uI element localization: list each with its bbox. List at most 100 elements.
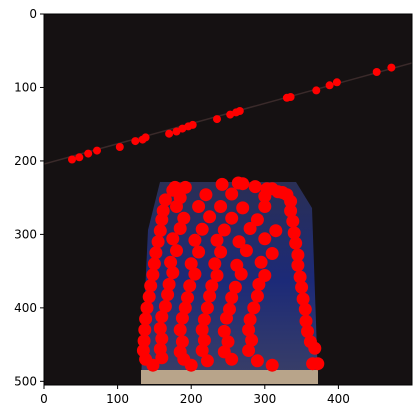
y-axis: 0 100 200 300 400 500 [14,7,44,388]
scatter-point [161,288,175,302]
scatter-point [236,177,250,191]
scatter-point [162,277,176,291]
scatter-point [192,245,206,259]
scatter-point [250,354,264,368]
x-axis: 0 100 200 300 400 [40,385,350,406]
scatter-point [214,200,228,213]
scatter-point [93,146,101,155]
scatter-point [138,323,152,337]
scatter-point [311,357,325,371]
scatter-point [286,93,295,101]
scatter-point [131,137,140,146]
scatter-point [175,311,189,325]
scatter-point [173,323,187,337]
scatter-point [200,354,214,368]
scatter-point [239,244,253,258]
scatter-point [175,335,189,349]
scatter-point [247,301,261,315]
scatter-point [165,129,174,138]
scatter-point [312,86,321,95]
scatter-point [284,194,298,208]
x-tick-label: 100 [106,392,129,406]
scatter-point [296,292,310,306]
scatter-point [149,246,163,260]
scatter-point [221,335,235,349]
scatter-point [170,200,183,213]
scatter-point [178,180,192,194]
scatter-point [217,223,231,237]
y-tick-label: 300 [14,227,37,241]
scatter-point [232,235,246,249]
scatter-point [197,333,211,347]
scatter-point [164,255,178,269]
scatter-point [177,211,191,225]
scatter-point [243,313,257,327]
scatter-point [173,222,187,235]
scatter-point [155,213,169,227]
scatter-point [205,279,219,293]
scatter-point [242,323,256,337]
scatter-point [199,188,213,202]
scatter-point [155,310,169,324]
scatter-point [170,244,183,258]
scatter-point [158,193,172,207]
scatter-point [166,266,180,280]
scatter-point [144,279,158,293]
scatter-point [184,358,198,372]
scatter-point [245,333,259,347]
scatter-point [258,232,272,246]
scatter-point [158,299,172,313]
scatter-point [250,289,264,303]
scatter-point [84,149,93,158]
scatter-point [291,258,305,272]
scatter-point [265,247,279,260]
scatter-point [141,133,150,142]
scatter-point [208,257,222,271]
scatter-point [155,351,169,365]
scatter-point [372,68,381,76]
scatter-point [188,267,202,281]
plot-frame [43,13,413,386]
scatter-point [203,210,217,224]
scatter-point [153,321,167,335]
scatter-point [210,233,224,247]
scatter-point [155,332,169,346]
scatter-point [291,248,305,262]
scatter-point [195,222,209,236]
scatter-point [287,226,301,240]
scatter-points [68,63,396,372]
scatter-point [308,341,322,355]
scatter-point [140,301,154,315]
x-tick-label: 200 [180,392,203,406]
scatter-point [153,224,167,238]
scatter-point [146,268,160,282]
scatter-point [147,257,161,271]
building-base-glow [141,370,318,384]
x-tick-label: 400 [327,392,350,406]
scatter-point [75,153,84,162]
y-tick-label: 100 [14,80,37,94]
scatter-point [181,291,194,305]
scatter-point [269,224,283,238]
y-tick-label: 400 [14,301,37,315]
scatter-point [214,245,228,259]
y-tick-label: 200 [14,154,37,168]
scatter-point [195,344,209,357]
scatter-point [184,257,198,271]
scatter-point [188,233,202,247]
scatter-point [178,301,192,315]
scatter-point [215,177,229,191]
scatter-point [217,324,231,338]
scatter-point [220,311,233,325]
scatter-point [228,280,242,294]
scatter-point [250,213,264,227]
scatter-point [225,187,239,201]
scatter-point [236,201,250,215]
scatter-point [197,313,211,327]
scatter-point [243,222,257,235]
scatter-point [188,120,197,129]
scatter-point [248,180,262,194]
scatter-point [299,314,313,328]
y-tick-label: 500 [14,374,37,388]
